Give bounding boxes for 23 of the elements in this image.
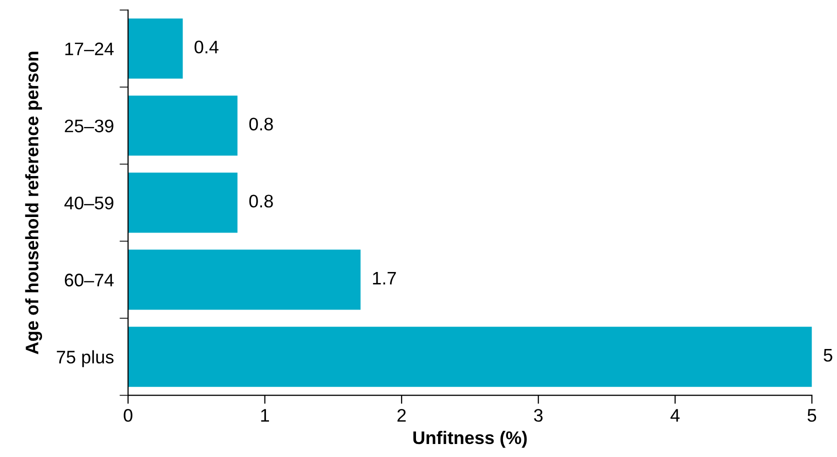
x-tick-label: 3 [534,408,543,422]
y-tick-label: 60–74 [64,274,114,286]
data-label: 0.8 [249,118,273,130]
x-tick-label: 1 [261,409,269,422]
bar [128,96,238,156]
y-axis-title: Age of household reference person [25,52,42,354]
data-label: 1.7 [373,272,396,284]
x-tick-label: 0 [124,408,132,422]
bar [128,172,238,233]
y-tick-label: 40–59 [64,196,114,210]
bar [128,326,812,387]
x-axis-title: Unfitness (%) [413,430,527,448]
x-tick-label: 2 [397,408,406,422]
y-tick-label: 17–24 [65,42,114,56]
data-label: 0.4 [194,40,218,54]
data-label: 5 [824,349,832,362]
y-tick-label: 75 plus [56,350,114,368]
data-label: 0.8 [249,194,273,208]
bar [128,18,183,79]
x-tick-label: 4 [670,409,680,422]
bar [128,250,361,310]
x-tick-label: 5 [808,409,816,422]
y-tick-label: 25–39 [64,120,114,132]
